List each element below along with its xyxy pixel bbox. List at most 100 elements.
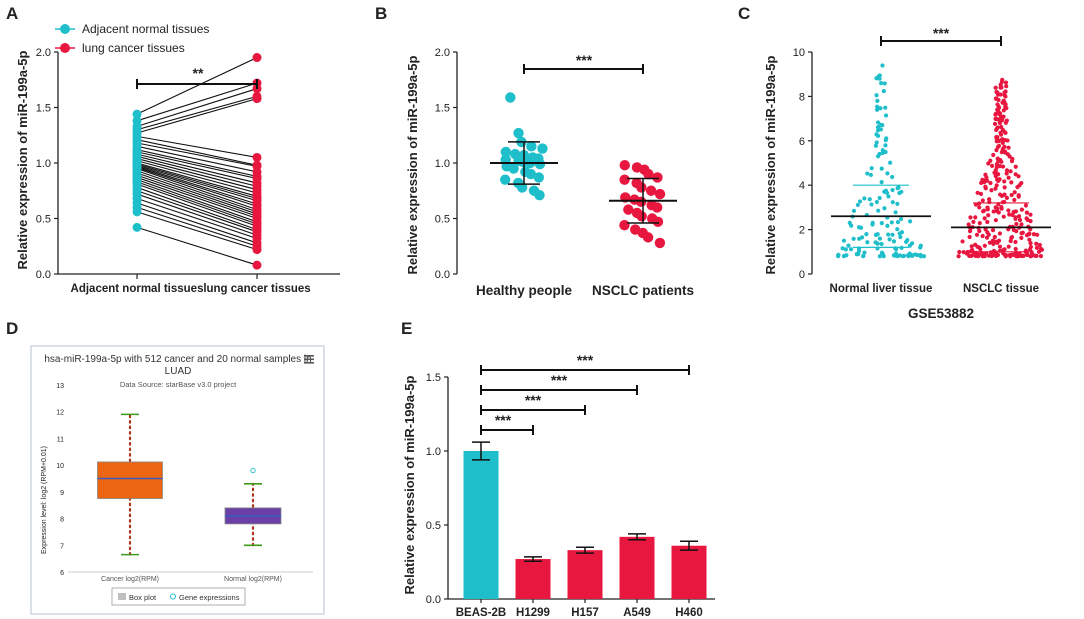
normal-liver-point	[921, 254, 927, 259]
legend-cancer-marker	[60, 43, 70, 53]
normal-liver-point	[881, 88, 886, 94]
nsclc-tissue-point	[987, 240, 992, 245]
nsclc-tissue-point	[1008, 254, 1013, 259]
normal-liver-point	[877, 73, 882, 78]
nsclc-tissue-point	[1038, 246, 1043, 251]
nsclc-point	[619, 219, 630, 231]
normal-liver-point	[878, 106, 883, 111]
normal-liver-point	[840, 246, 845, 251]
bar-h157	[567, 550, 603, 599]
legend-gene-expression-marker	[170, 593, 176, 600]
nsclc-tissue-point	[997, 164, 1003, 169]
bar-h460	[671, 545, 707, 599]
nsclc-tissue-point	[976, 253, 981, 258]
nsclc-tissue-point	[980, 177, 985, 183]
nsclc-tissue-point	[1024, 210, 1030, 215]
nsclc-tissue-point	[1006, 175, 1011, 180]
panel-letter-d: D	[6, 319, 19, 338]
nsclc-tissue-point	[1001, 214, 1006, 219]
nsclc-tissue-point	[991, 241, 996, 246]
chart-c-y-tick-label: 10	[793, 47, 805, 59]
nsclc-tissue-point	[1028, 212, 1033, 217]
nsclc-tissue-point	[1001, 114, 1006, 119]
cancer-point	[252, 245, 262, 255]
normal-liver-point	[857, 199, 863, 204]
nsclc-tissue-point	[1002, 179, 1007, 184]
nsclc-tissue-point	[996, 159, 1001, 164]
pair-line	[136, 95, 258, 131]
nsclc-tissue-point	[1006, 145, 1011, 150]
chart-c-y-tick-label: 2	[799, 225, 805, 237]
nsclc-tissue-point	[1033, 253, 1038, 258]
chart-d-frame	[30, 345, 325, 615]
normal-liver-point	[895, 227, 900, 232]
nsclc-tissue-point	[1004, 195, 1009, 200]
pair-line	[136, 57, 258, 115]
normal-liver-point	[869, 202, 874, 207]
nsclc-tissue-point	[988, 180, 993, 186]
nsclc-tissue-point	[1000, 137, 1005, 142]
normal-liver-point	[896, 185, 901, 190]
nsclc-tissue-point	[1013, 239, 1018, 245]
outlier-point	[250, 467, 256, 474]
nsclc-tissue-point	[969, 249, 974, 254]
bar-h1299	[515, 559, 551, 599]
normal-liver-point	[897, 231, 902, 236]
chart-c-scatter: Relative expression of miR-199a-5p *** N…	[763, 25, 1051, 321]
legend-normal-marker	[60, 24, 70, 34]
pair-line	[136, 158, 258, 191]
normal-liver-point	[874, 140, 879, 145]
hamburger-menu-icon[interactable]	[304, 355, 314, 364]
pair-line	[136, 183, 258, 227]
normal-liver-point	[886, 194, 891, 199]
nsclc-tissue-point	[1024, 216, 1029, 221]
nsclc-point	[619, 174, 630, 185]
normal-liver-point	[875, 104, 880, 109]
nsclc-tissue-point	[995, 125, 1000, 130]
nsclc-tissue-point	[990, 238, 996, 243]
pair-line	[136, 160, 258, 194]
nsclc-tissue-point	[1009, 192, 1014, 198]
legend-boxplot-swatch	[118, 593, 126, 600]
nsclc-point	[643, 168, 654, 180]
pair-line	[136, 166, 258, 207]
chart-d-title-line-1: hsa-miR-199a-5p with 512 cancer and 20 n…	[44, 354, 311, 365]
normal-liver-point	[882, 81, 887, 86]
legend-cancer-label: lung cancer tissues	[82, 41, 185, 55]
chart-b-scatter: Relative expression of miR-199a-5p *** H…	[405, 47, 694, 298]
nsclc-tissue-point	[1024, 233, 1030, 238]
cancer-point	[252, 152, 262, 162]
nsclc-point	[645, 185, 657, 196]
pair-line	[136, 186, 258, 231]
nsclc-point	[636, 182, 647, 193]
nsclc-tissue-point	[975, 244, 980, 249]
nsclc-tissue-point	[980, 254, 985, 259]
nsclc-tissue-point	[998, 132, 1004, 137]
nsclc-tissue-point	[1016, 174, 1021, 179]
chart-b-category-0: Healthy people	[476, 283, 573, 298]
normal-liver-point	[918, 243, 923, 248]
normal-liver-point	[867, 197, 872, 202]
chart-e-y-tick-label: 1.0	[426, 446, 441, 458]
nsclc-tissue-point	[1009, 236, 1014, 241]
nsclc-tissue-point	[967, 234, 972, 240]
chart-a-category-0: Adjacent normal tissues	[71, 283, 204, 295]
nsclc-tissue-point	[984, 178, 990, 183]
normal-liver-point	[875, 125, 881, 130]
normal-point	[132, 109, 142, 119]
nsclc-tissue-point	[992, 170, 997, 175]
pair-line	[136, 190, 258, 233]
pair-line	[136, 98, 258, 134]
nsclc-tissue-point	[1013, 216, 1018, 221]
nsclc-tissue-point	[1012, 209, 1017, 214]
chart-b-category-1: NSCLC patients	[592, 283, 694, 298]
nsclc-tissue-point	[975, 190, 980, 195]
nsclc-tissue-point	[989, 163, 995, 168]
normal-point	[132, 207, 142, 217]
nsclc-tissue-point	[1000, 127, 1006, 133]
chart-b-significance: ***	[576, 52, 593, 68]
nsclc-tissue-point	[997, 244, 1003, 249]
normal-liver-point	[898, 234, 903, 240]
nsclc-tissue-point	[982, 243, 987, 248]
chart-d-category-0: Cancer log2(RPM)	[101, 576, 159, 583]
